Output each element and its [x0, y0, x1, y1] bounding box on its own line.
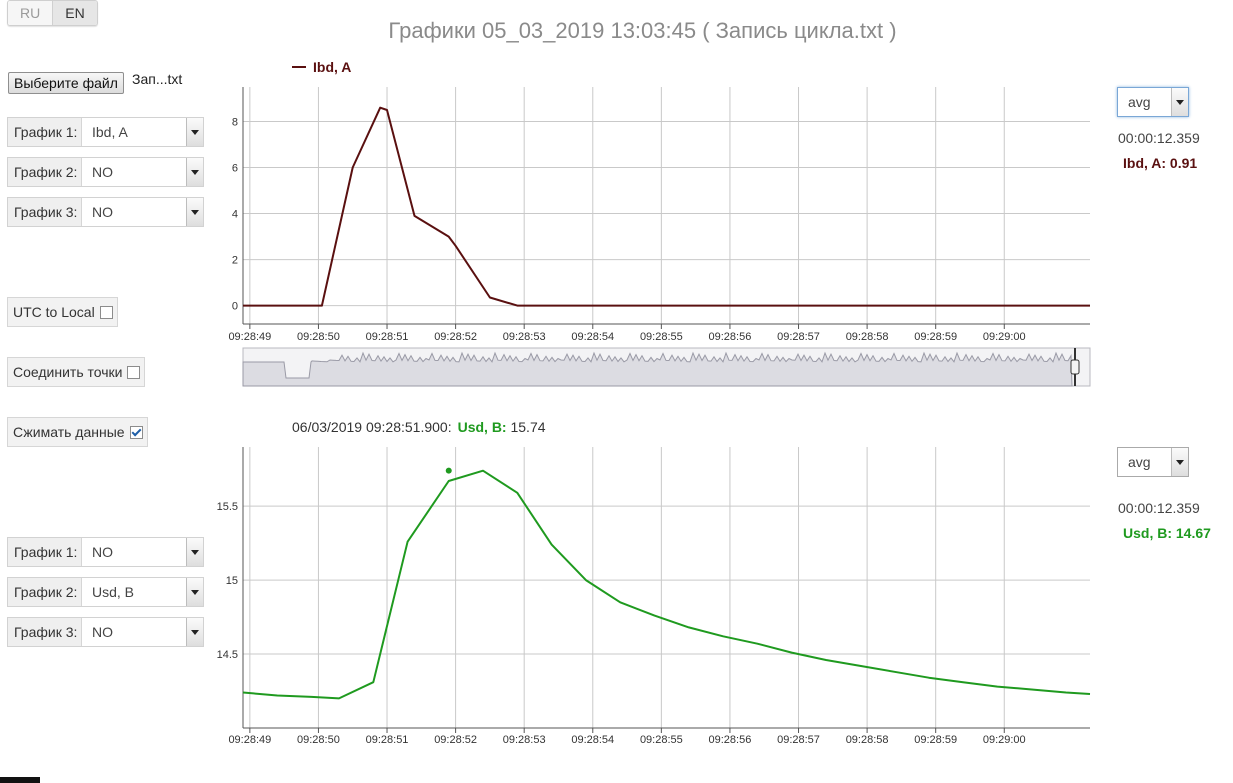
x-tick-label: 09:29:00 [983, 734, 1026, 746]
x-tick-label: 09:28:54 [571, 331, 614, 343]
x-tick-label: 09:28:53 [503, 734, 546, 746]
chevron-down-icon[interactable] [186, 158, 203, 186]
series-select-value: Ibd, A [92, 124, 128, 140]
choose-file-button[interactable]: Выберите файл [8, 72, 124, 94]
x-tick-label: 09:28:52 [434, 331, 477, 343]
language-switch: RU EN [7, 0, 98, 26]
legend-swatch [292, 66, 306, 68]
bottom-aggregation-select[interactable]: avg [1117, 447, 1189, 477]
series-select-label: График 2: [8, 578, 82, 606]
legend-series-name: Ibd, A [313, 59, 352, 75]
series-select-value: NO [92, 624, 113, 640]
chevron-down-icon[interactable] [186, 538, 203, 566]
chevron-down-icon[interactable] [1171, 88, 1188, 116]
chevron-down-icon[interactable] [1171, 448, 1188, 476]
x-tick-label: 09:28:49 [228, 734, 271, 746]
join-points-checkbox[interactable] [127, 365, 141, 379]
utc-to-local-label: UTC to Local [13, 304, 95, 320]
series-select-label: График 3: [8, 198, 82, 226]
hover-value: 15.74 [510, 419, 546, 435]
chevron-down-icon[interactable] [186, 578, 203, 606]
hover-readout: 06/03/2019 09:28:51.900: Usd, B: 15.74 [292, 419, 546, 435]
top-current-value: Ibd, A: 0.91 [1123, 155, 1198, 171]
x-tick-label: 09:28:59 [914, 734, 957, 746]
series-select-value: NO [92, 544, 113, 560]
bottom-chart[interactable]: 14.5 15 15.5 09:28:49 09:28:50 09:28:51 09:28:… [217, 447, 1091, 746]
x-tick-label: 09:29:00 [983, 331, 1026, 343]
series-select-label: График 1: [8, 118, 82, 146]
series-select-value: NO [92, 204, 113, 220]
x-tick-label: 09:28:50 [297, 331, 340, 343]
x-tick-label: 09:28:54 [571, 734, 614, 746]
compress-data-checkbox[interactable] [129, 425, 143, 439]
join-points-toggle[interactable]: Соединить точки [7, 357, 146, 387]
x-tick-label: 09:28:55 [640, 331, 683, 343]
series-select-label: График 1: [8, 538, 82, 566]
top-series-2-select[interactable]: График 2: NO [7, 157, 204, 187]
x-tick-label: 09:28:51 [366, 331, 409, 343]
hover-point-marker [445, 467, 452, 474]
y-tick-label: 15.5 [217, 501, 238, 513]
series-select-value: Usd, B [92, 584, 135, 600]
series-select-value: NO [92, 164, 113, 180]
top-chart[interactable]: 0 2 4 6 8 09:28:49 09:28:50 09:28:51 09:28:52 09:… [228, 87, 1090, 343]
x-tick-label: 09:28:57 [777, 331, 820, 343]
series-select-label: График 3: [8, 618, 82, 646]
y-tick-label: 4 [232, 209, 238, 221]
y-tick-label: 2 [232, 255, 238, 267]
top-aggregation-select[interactable]: avg [1117, 87, 1189, 117]
x-tick-label: 09:28:49 [228, 331, 271, 343]
x-tick-label: 09:28:58 [846, 734, 889, 746]
y-tick-label: 14.5 [217, 649, 238, 661]
bottom-series-1-select[interactable]: График 1: NO [7, 537, 204, 567]
x-tick-label: 09:28:55 [640, 734, 683, 746]
x-tick-label: 09:28:50 [297, 734, 340, 746]
top-chart-legend: Ibd, A [292, 59, 351, 75]
series-line [243, 106, 1090, 307]
taskbar-fragment [0, 777, 40, 783]
x-tick-label: 09:28:56 [709, 734, 752, 746]
hover-time: 06/03/2019 09:28:51.900: [292, 419, 452, 435]
y-tick-label: 6 [232, 163, 238, 175]
file-name: Зап...txt [132, 71, 183, 87]
bottom-duration: 00:00:12.359 [1118, 500, 1200, 516]
bottom-series-3-select[interactable]: График 3: NO [7, 617, 204, 647]
x-tick-label: 09:28:58 [846, 331, 889, 343]
y-tick-label: 0 [232, 301, 238, 313]
series-line [242, 469, 1091, 700]
navigator-overview [242, 351, 1073, 387]
chevron-down-icon[interactable] [186, 118, 203, 146]
navigator-handle-grip [1070, 359, 1080, 375]
utc-to-local-checkbox[interactable] [99, 305, 113, 319]
chevron-down-icon[interactable] [186, 198, 203, 226]
y-tick-label: 8 [232, 117, 238, 129]
join-points-label: Соединить точки [13, 364, 123, 380]
lang-ru-button[interactable]: RU [8, 1, 54, 25]
top-duration: 00:00:12.359 [1118, 130, 1200, 146]
x-tick-label: 09:28:59 [914, 331, 957, 343]
aggregation-value: avg [1128, 454, 1151, 470]
top-series-1-select[interactable]: График 1: Ibd, A [7, 117, 204, 147]
top-series-3-select[interactable]: График 3: NO [7, 197, 204, 227]
x-tick-label: 09:28:53 [503, 331, 546, 343]
y-tick-label: 15 [226, 575, 238, 587]
compress-data-toggle[interactable]: Сжимать данные [7, 417, 148, 447]
chevron-down-icon[interactable] [186, 618, 203, 646]
range-navigator[interactable] [242, 347, 1091, 387]
hover-series-name: Usd, B: [457, 419, 507, 435]
lang-en-button[interactable]: EN [53, 1, 97, 25]
x-tick-label: 09:28:51 [366, 734, 409, 746]
x-tick-label: 09:28:56 [709, 331, 752, 343]
bottom-series-2-select[interactable]: График 2: Usd, B [7, 577, 204, 607]
page-title: Графики 05_03_2019 13:03:45 ( Запись цик… [388, 18, 897, 43]
x-tick-label: 09:28:52 [434, 734, 477, 746]
series-select-label: График 2: [8, 158, 82, 186]
bottom-current-value: Usd, B: 14.67 [1123, 525, 1211, 541]
aggregation-value: avg [1128, 94, 1151, 110]
utc-to-local-toggle[interactable]: UTC to Local [7, 297, 118, 327]
compress-data-label: Сжимать данные [13, 424, 125, 440]
x-tick-label: 09:28:57 [777, 734, 820, 746]
